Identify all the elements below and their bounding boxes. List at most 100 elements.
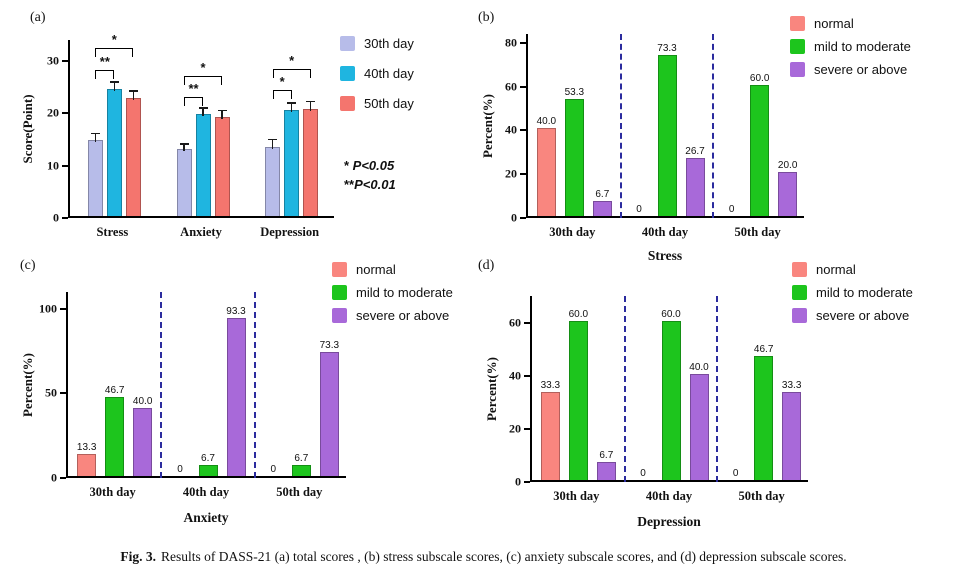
significance-bracket xyxy=(272,89,292,99)
bar-value-label: 33.3 xyxy=(540,379,561,391)
legend-label: 30th day xyxy=(364,36,414,51)
panel-label-c: (c) xyxy=(20,258,36,273)
y-tick-label: 0 xyxy=(511,210,517,225)
bar-value-label: 0 xyxy=(728,204,735,215)
significance-bracket xyxy=(95,47,134,57)
y-tick-label: 30 xyxy=(47,53,59,68)
figure-caption: Fig. 3. Results of DASS-21 (a) total scor… xyxy=(0,549,967,565)
legend-label: normal xyxy=(814,16,854,31)
legend-label: 50th day xyxy=(364,96,414,111)
bar-value-label: 53.3 xyxy=(564,87,585,99)
y-tick-label: 50 xyxy=(45,385,57,400)
bar-severe-or-above-50th-day xyxy=(319,352,339,476)
bar-value-label: 6.7 xyxy=(294,452,309,464)
x-tick-label-40th-day: 40th day xyxy=(645,489,693,503)
y-axis-tick xyxy=(62,217,68,219)
legend: normal mild to moderate severe or above xyxy=(332,262,453,331)
error-bar-cap xyxy=(90,132,100,135)
p-note-stars: ** xyxy=(344,177,355,192)
bar-value-label: 46.7 xyxy=(104,385,125,397)
bar-severe-or-above-40th-day xyxy=(226,318,246,476)
legend-label: mild to moderate xyxy=(814,39,911,54)
p-value-note: * P<0.05 xyxy=(344,158,394,173)
bar-value-label: 73.3 xyxy=(319,340,340,352)
bar-value-label: 33.3 xyxy=(781,379,802,391)
y-axis-tick xyxy=(524,321,530,324)
error-bar xyxy=(113,81,116,92)
bar-30th-day-stress xyxy=(87,140,103,216)
legend-item-40th-day: 40th day xyxy=(340,66,414,81)
bar-normal-30th-day xyxy=(536,128,556,216)
y-axis-tick xyxy=(60,477,66,479)
legend-item-severe-or-above: severe or above xyxy=(792,308,913,323)
legend-label: mild to moderate xyxy=(356,285,453,300)
legend-swatch-mild-to-moderate xyxy=(792,285,807,300)
panel-label-a: (a) xyxy=(30,10,46,25)
error-bar-cap xyxy=(128,90,138,92)
group-separator xyxy=(623,296,626,482)
bar-value-label: 6.7 xyxy=(599,450,614,462)
error-bar-cap xyxy=(109,81,119,83)
y-tick-label: 60 xyxy=(509,315,521,330)
significance-bracket xyxy=(95,69,115,79)
legend-swatch-30th-day xyxy=(340,36,355,51)
significance-stars: * xyxy=(200,59,206,75)
significance-bracket xyxy=(184,96,203,106)
y-tick-label: 0 xyxy=(515,474,521,489)
bar-50th-day-depression xyxy=(303,108,319,216)
legend-label: 40th day xyxy=(364,66,414,81)
y-tick-label: 40 xyxy=(509,368,521,383)
bar-value-label: 60.0 xyxy=(568,308,589,320)
y-tick-label: 20 xyxy=(47,105,59,120)
error-bar-cap xyxy=(268,138,278,141)
x-tick-label-anxiety: Anxiety xyxy=(180,225,222,239)
bar-mild-to-moderate-30th-day xyxy=(105,397,125,476)
caption-label: Fig. 3. xyxy=(120,549,156,564)
legend-label: severe or above xyxy=(356,308,450,323)
bar-50th-day-anxiety xyxy=(214,116,230,216)
legend-item-normal: normal xyxy=(792,262,913,277)
legend-label: normal xyxy=(816,262,856,277)
y-tick-label: 100 xyxy=(39,301,57,316)
significance-stars: * xyxy=(289,52,295,68)
y-tick-label: 0 xyxy=(53,210,59,225)
error-bar-cap xyxy=(179,143,189,145)
bar-value-label: 40.0 xyxy=(132,396,153,408)
panel-label-d: (d) xyxy=(478,258,495,273)
bar-40th-day-anxiety xyxy=(195,113,211,216)
x-tick-label-50th-day: 50th day xyxy=(738,489,785,503)
panel-a-total-scores-chart: (a) Score(Point) 0 10 20 30 ** * ** * * * Stress Anxi… xyxy=(8,6,460,244)
bar-value-label: 40.0 xyxy=(689,361,709,373)
y-axis-tick xyxy=(524,427,530,430)
bar-mild-to-moderate-40th-day xyxy=(198,464,218,476)
significance-stars: * xyxy=(279,73,285,89)
bar-40th-day-depression xyxy=(284,109,300,216)
legend: 30th day 40th day 50th day xyxy=(340,36,414,126)
legend-swatch-40th-day xyxy=(340,66,355,81)
significance-stars: ** xyxy=(99,53,110,69)
x-tick-label-40th-day: 40th day xyxy=(641,225,689,239)
legend-swatch-severe-or-above xyxy=(790,62,805,77)
bar-30th-day-depression xyxy=(265,146,281,216)
bar-value-label: 60.0 xyxy=(749,72,770,84)
error-bar xyxy=(94,133,97,143)
bar-value-label: 6.7 xyxy=(201,452,215,464)
plot-area: 0 20 40 60 80 40.0 53.3 6.7 0 73.3 26.7 0 60.0 20.0 xyxy=(505,34,804,225)
y-axis-tick xyxy=(520,41,526,44)
legend-swatch-normal xyxy=(790,16,805,31)
legend-item-mild-to-moderate: mild to moderate xyxy=(792,285,913,300)
group-separator xyxy=(253,292,256,478)
error-bar-cap xyxy=(217,109,227,112)
bar-value-label: 46.7 xyxy=(753,343,774,355)
legend-swatch-severe-or-above xyxy=(332,308,347,323)
bar-value-label: 6.7 xyxy=(595,189,610,201)
x-tick-label-50th-day: 50th day xyxy=(276,485,323,499)
legend-swatch-normal xyxy=(332,262,347,277)
y-axis-tick xyxy=(520,173,526,176)
p-note-stars: * xyxy=(344,158,353,173)
x-tick-label-stress: Stress xyxy=(96,225,129,239)
bar-mild-to-moderate-30th-day xyxy=(568,320,588,480)
legend-item-30th-day: 30th day xyxy=(340,36,414,51)
x-axis-title: Stress xyxy=(647,248,683,263)
plot-area: 0 50 100 13.3 46.7 40.0 0 6.7 93.3 0 6.7 73.3 xyxy=(39,292,346,485)
